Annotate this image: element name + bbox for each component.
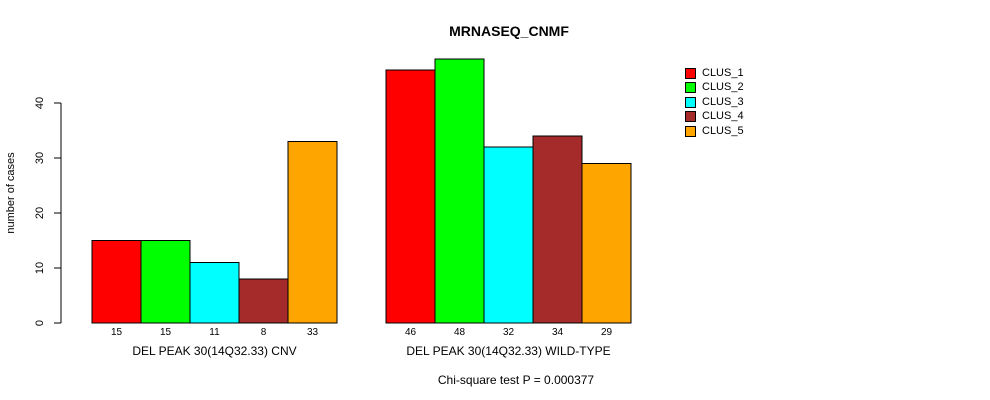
bar-clus-2 [140,240,191,324]
bar-clus-5 [287,141,338,324]
legend: CLUS_1 CLUS_2 CLUS_3 CLUS_4 CLUS_5 [685,66,744,139]
bars [91,58,632,324]
legend-swatch [685,111,696,123]
bar-value-label: 32 [503,327,515,338]
legend-label: CLUS_1 [702,66,744,79]
y-ticks: 0 10 20 30 40 [34,97,61,326]
legend-item: CLUS_5 [685,124,744,139]
bar-clus-4 [238,278,289,324]
legend-item: CLUS_4 [685,110,744,125]
legend-item: CLUS_3 [685,95,744,110]
bar-value-label: 15 [160,327,172,338]
group-label: DEL PEAK 30(14Q32.33) CNV [132,344,296,358]
legend-swatch [685,125,696,137]
bar-value-label: 29 [601,327,613,338]
bar-value-label: 15 [111,327,123,338]
legend-label: CLUS_2 [702,81,744,94]
bar-clus-1 [91,240,142,324]
bar-value-label: 48 [454,327,466,338]
legend-label: CLUS_3 [702,95,744,108]
bar-clus-3 [483,146,534,324]
bar-value-label: 11 [209,327,220,338]
bar-clus-5 [581,163,632,324]
y-axis-label: number of cases [5,152,17,234]
legend-label: CLUS_4 [702,110,744,123]
bar-clus-3 [189,262,240,324]
legend-swatch [685,82,696,94]
y-tick-label: 40 [34,97,46,109]
y-tick-label: 30 [34,152,46,164]
bar-value-label: 8 [261,327,267,338]
bar-value-label: 33 [307,327,319,338]
legend-item: CLUS_2 [685,81,744,96]
legend-item: CLUS_1 [685,66,744,81]
group-label: DEL PEAK 30(14Q32.33) WILD-TYPE [406,344,610,358]
chi-square-footnote: Chi-square test P = 0.000377 [438,373,595,387]
bar-clus-1 [385,69,436,324]
legend-label: CLUS_5 [702,124,744,137]
bar-clus-2 [434,58,485,324]
chart-title: MRNASEQ_CNMF [449,23,569,39]
y-tick-label: 10 [34,262,46,274]
y-tick-label: 0 [34,320,46,326]
bar-value-labels: 15 15 11 8 33 46 48 32 34 29 [111,327,613,338]
bar-value-label: 34 [552,327,564,338]
group-labels: DEL PEAK 30(14Q32.33) CNV DEL PEAK 30(14Q… [132,344,610,358]
bar-clus-4 [532,135,583,324]
legend-swatch [685,67,696,79]
legend-swatch [685,96,696,108]
y-tick-label: 20 [34,207,46,219]
bar-value-label: 46 [405,327,417,338]
